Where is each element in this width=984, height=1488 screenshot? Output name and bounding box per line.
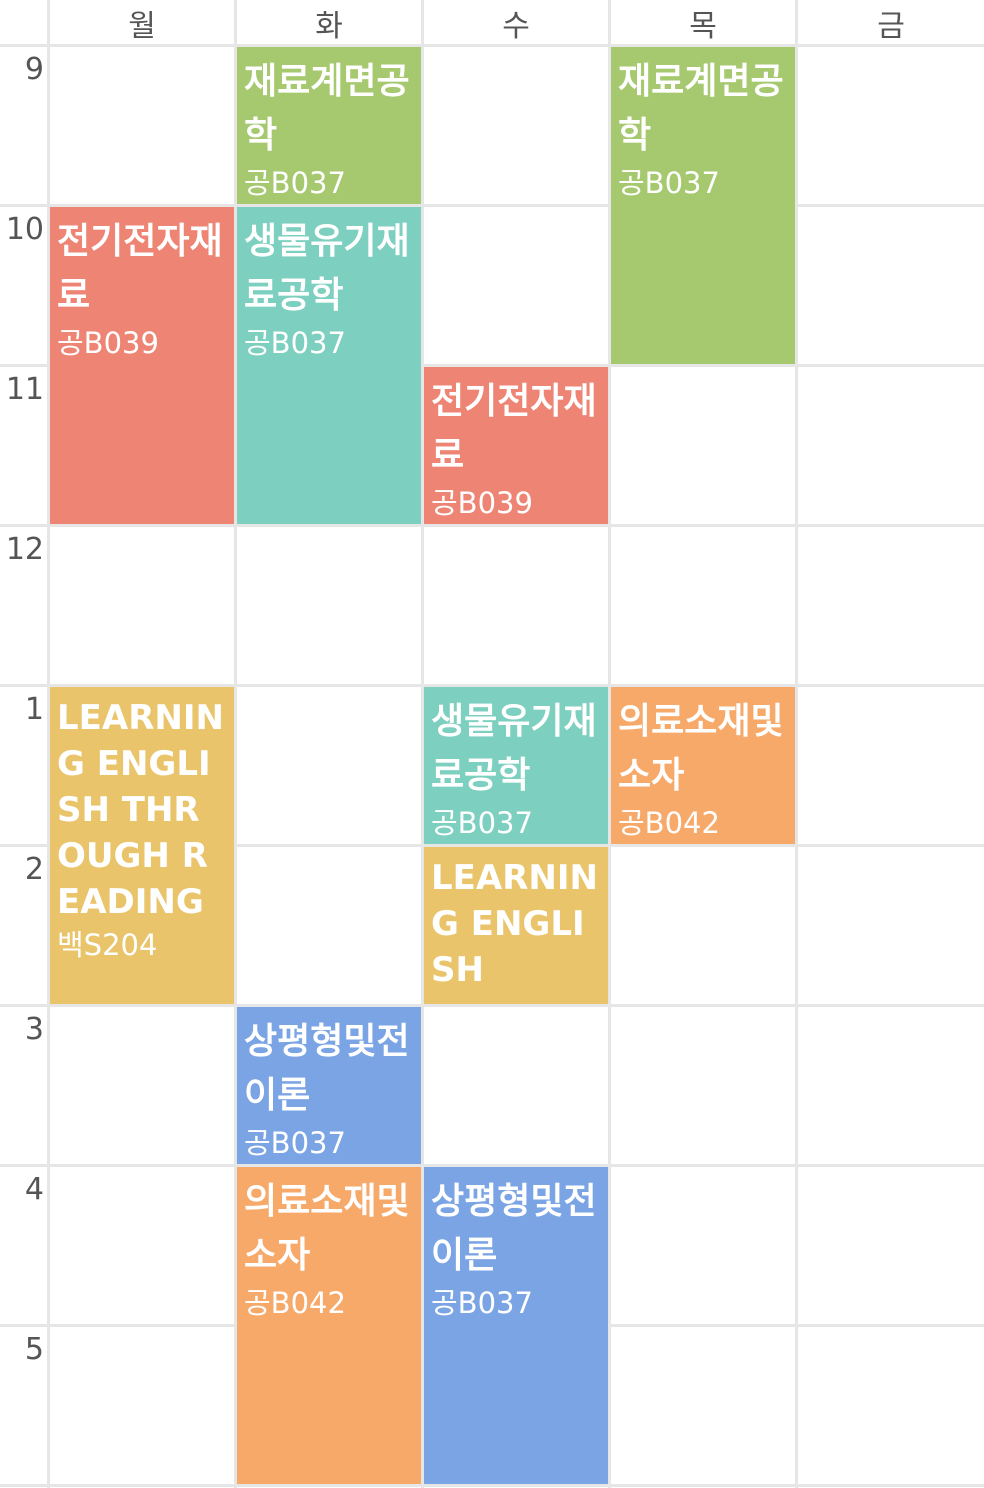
course-block[interactable]: LEARNING ENGLISH THROUGH READING 백S204 (50, 687, 234, 1004)
course-block[interactable]: 상평형및전이론 공B037 (237, 1007, 421, 1164)
grid-line (608, 0, 611, 1488)
grid-line (0, 1004, 984, 1007)
course-room: 공B039 (431, 486, 533, 520)
course-title: 전기전자재료 (57, 221, 223, 316)
grid-line (47, 0, 50, 1488)
course-block[interactable]: LEARNING ENGLISH (424, 847, 608, 1004)
hour-label: 11 (5, 372, 44, 407)
day-header-tue: 화 (315, 9, 343, 44)
hour-label: 3 (24, 1012, 44, 1047)
grid-line (0, 44, 984, 47)
course-title: 상평형및전이론 (244, 1021, 410, 1116)
grid-line (0, 204, 984, 207)
grid-line (234, 0, 237, 1488)
course-room: 공B042 (618, 806, 720, 840)
hour-label: 1 (24, 692, 44, 727)
course-room: 공B037 (244, 326, 346, 360)
course-block[interactable]: 재료계면공학 공B037 (611, 47, 795, 364)
course-title: 전기전자재료 (431, 381, 597, 476)
course-room: 공B037 (244, 166, 346, 200)
course-block[interactable]: 의료소재및소자 공B042 (611, 687, 795, 844)
hour-label: 5 (24, 1332, 44, 1367)
course-block[interactable]: 재료계면공학 공B037 (237, 47, 421, 204)
course-title: 상평형및전이론 (431, 1181, 597, 1276)
grid-line (0, 1164, 984, 1167)
course-room: 공B037 (618, 166, 720, 200)
hour-label: 2 (24, 852, 44, 887)
day-header-wed: 수 (502, 9, 530, 44)
day-header-mon: 월 (128, 9, 156, 44)
grid-line (421, 0, 424, 1488)
course-room: 공B039 (57, 326, 159, 360)
course-title: LEARNING ENGLISH (431, 858, 598, 990)
grid-line (0, 1484, 984, 1487)
course-title: 생물유기재료공학 (431, 701, 597, 796)
course-title: 재료계면공학 (244, 61, 410, 156)
course-room: 백S204 (57, 928, 158, 962)
course-title: 재료계면공학 (618, 61, 784, 156)
course-room: 공B037 (431, 806, 533, 840)
course-block[interactable]: 생물유기재료공학 공B037 (237, 207, 421, 524)
course-title: 의료소재및소자 (618, 701, 784, 796)
grid-line (0, 364, 984, 367)
day-header-fri: 금 (877, 9, 905, 44)
course-block[interactable]: 전기전자재료 공B039 (424, 367, 608, 524)
grid-line (0, 524, 984, 527)
course-block[interactable]: 전기전자재료 공B039 (50, 207, 234, 524)
course-room: 공B037 (244, 1126, 346, 1160)
course-room: 공B037 (431, 1286, 533, 1320)
course-block[interactable]: 생물유기재료공학 공B037 (424, 687, 608, 844)
course-block[interactable]: 상평형및전이론 공B037 (424, 1167, 608, 1484)
hour-label: 12 (5, 532, 44, 567)
grid-line (0, 684, 984, 687)
course-title: 의료소재및소자 (244, 1181, 410, 1276)
day-header-thu: 목 (689, 9, 717, 44)
course-room: 공B042 (244, 1286, 346, 1320)
hour-label: 10 (5, 212, 44, 247)
course-block[interactable]: 의료소재및소자 공B042 (237, 1167, 421, 1484)
grid-line (0, 844, 984, 847)
grid-line (795, 0, 798, 1488)
course-title: LEARNING ENGLISH THROUGH READING (57, 698, 224, 922)
course-title: 생물유기재료공학 (244, 221, 410, 316)
hour-label: 9 (24, 52, 44, 87)
hour-label: 4 (24, 1172, 44, 1207)
